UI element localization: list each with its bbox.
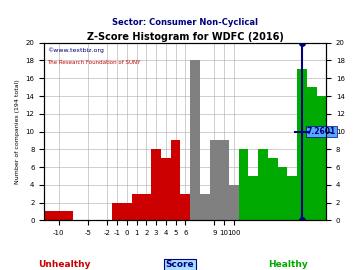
Bar <box>112 202 122 220</box>
Bar <box>171 140 180 220</box>
Text: Healthy: Healthy <box>268 260 308 269</box>
Bar <box>316 96 326 220</box>
Text: The Research Foundation of SUNY: The Research Foundation of SUNY <box>47 60 140 66</box>
Bar <box>239 149 248 220</box>
Bar <box>141 194 151 220</box>
Text: ©www.textbiz.org: ©www.textbiz.org <box>47 47 104 53</box>
Bar <box>44 211 73 220</box>
Bar <box>248 176 258 220</box>
Text: Score: Score <box>166 260 194 269</box>
Bar <box>190 60 200 220</box>
Bar <box>297 69 307 220</box>
Bar <box>258 149 268 220</box>
Bar <box>180 194 190 220</box>
Bar <box>122 202 132 220</box>
Text: Sector: Consumer Non-Cyclical: Sector: Consumer Non-Cyclical <box>112 18 258 27</box>
Bar <box>132 194 141 220</box>
Bar <box>210 140 219 220</box>
Text: 7.2601: 7.2601 <box>307 127 336 136</box>
Title: Z-Score Histogram for WDFC (2016): Z-Score Histogram for WDFC (2016) <box>87 32 284 42</box>
Bar <box>229 185 239 220</box>
Bar <box>307 87 316 220</box>
Bar <box>268 158 278 220</box>
Bar <box>161 158 171 220</box>
Bar <box>200 194 210 220</box>
Text: Unhealthy: Unhealthy <box>39 260 91 269</box>
Bar <box>278 167 287 220</box>
Y-axis label: Number of companies (194 total): Number of companies (194 total) <box>15 79 20 184</box>
Bar <box>287 176 297 220</box>
Bar <box>219 140 229 220</box>
Bar <box>151 149 161 220</box>
